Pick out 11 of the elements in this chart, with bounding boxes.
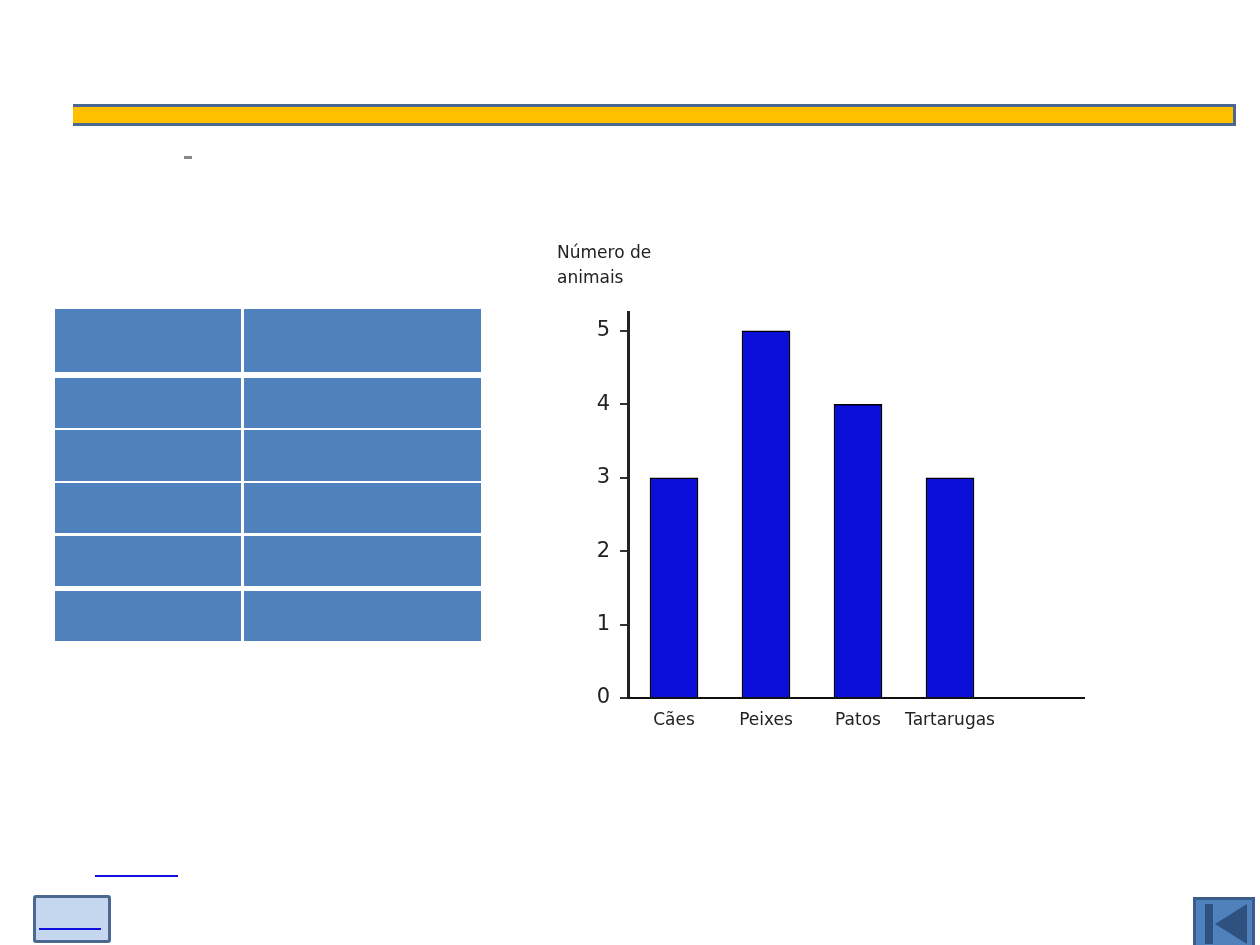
y-tick-label: 0 xyxy=(596,684,610,709)
y-tick-label: 4 xyxy=(596,390,610,415)
y-tick-label: 5 xyxy=(596,317,610,342)
y-tick-label: 1 xyxy=(596,611,610,636)
y-axis-title: Número de animais xyxy=(557,241,653,289)
x-tick-label: Patos xyxy=(835,708,882,729)
x-tick-label: Peixes xyxy=(739,708,793,729)
x-tick-label: Cães xyxy=(653,708,695,729)
x-tick-label: Tartarugas xyxy=(904,708,996,729)
y-tick-label: 3 xyxy=(596,464,610,489)
y-tick-label: 2 xyxy=(596,537,610,562)
